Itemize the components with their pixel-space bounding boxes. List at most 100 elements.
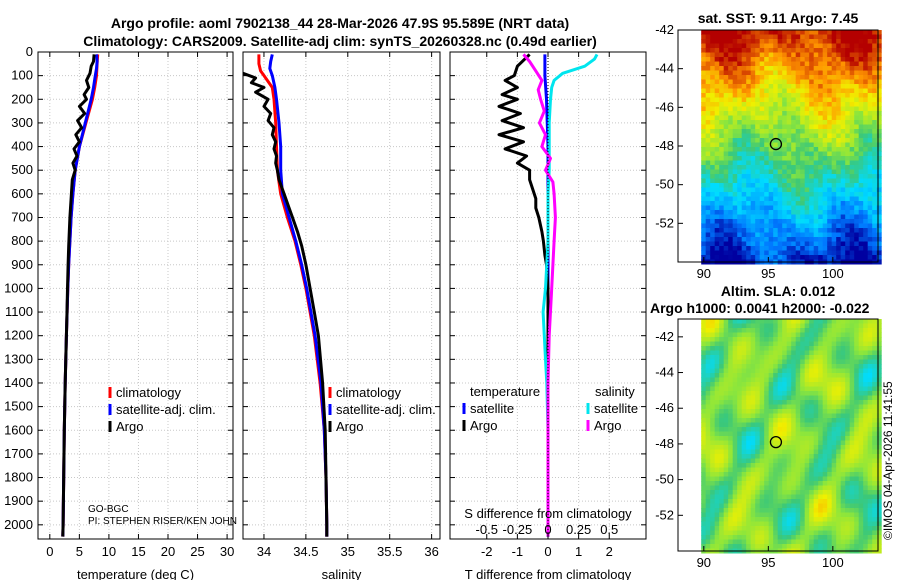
heatmap-cell — [755, 395, 761, 401]
heatmap-cell — [845, 246, 851, 251]
heatmap-cell — [872, 124, 878, 130]
x-tick-label: 1 — [575, 544, 582, 559]
heatmap-cell — [872, 517, 878, 522]
heatmap-cell — [768, 512, 774, 518]
heatmap-cell — [804, 84, 810, 89]
heatmap-cell — [759, 39, 765, 44]
heatmap-cell — [777, 530, 783, 536]
heatmap-cell — [728, 151, 734, 157]
heatmap-cell — [750, 210, 756, 215]
map-y-tick-label: -50 — [655, 472, 674, 487]
y-tick-label: 1500 — [4, 399, 33, 414]
heatmap-cell — [782, 75, 788, 80]
heatmap-cell — [804, 142, 810, 148]
heatmap-cell — [701, 530, 707, 536]
heatmap-cell — [714, 499, 720, 504]
heatmap-cell — [827, 97, 833, 103]
heatmap-cell — [836, 250, 842, 256]
heatmap-cell — [845, 43, 851, 49]
heatmap-cell — [741, 70, 747, 76]
heatmap-cell — [714, 476, 720, 482]
heatmap-cell — [755, 250, 761, 256]
heatmap-cell — [872, 539, 878, 545]
heatmap-cell — [732, 346, 738, 351]
heatmap-cell — [809, 337, 815, 342]
heatmap-cell — [714, 517, 720, 522]
heatmap-cell — [867, 526, 873, 531]
heatmap-cell — [764, 359, 770, 365]
heatmap-cell — [827, 346, 833, 351]
heatmap-cell — [786, 503, 792, 509]
heatmap-cell — [867, 228, 873, 233]
heatmap-cell — [750, 133, 756, 139]
heatmap-cell — [710, 328, 716, 333]
heatmap-cell — [863, 232, 869, 238]
heatmap-cell — [800, 445, 806, 450]
heatmap-cell — [800, 499, 806, 504]
heatmap-cell — [755, 30, 761, 35]
heatmap-cell — [822, 205, 828, 211]
heatmap-cell — [831, 219, 837, 224]
heatmap-cell — [782, 346, 788, 351]
heatmap-cell — [827, 377, 833, 383]
heatmap-cell — [854, 530, 860, 536]
heatmap-cell — [714, 70, 720, 76]
heatmap-cell — [804, 512, 810, 518]
heatmap-cell — [773, 205, 779, 211]
heatmap-cell — [872, 458, 878, 464]
heatmap-cell — [813, 79, 819, 85]
heatmap-cell — [768, 476, 774, 482]
heatmap-cell — [845, 512, 851, 518]
heatmap-cell — [755, 350, 761, 356]
heatmap-cell — [705, 485, 711, 491]
heatmap-cell — [710, 350, 716, 356]
heatmap-cell — [705, 223, 711, 229]
heatmap-cell — [777, 174, 783, 179]
heatmap-cell — [822, 192, 828, 197]
heatmap-cell — [854, 196, 860, 202]
heatmap-cell — [800, 106, 806, 112]
heatmap-cell — [804, 391, 810, 396]
heatmap-cell — [750, 490, 756, 495]
heatmap-cell — [818, 521, 824, 527]
heatmap-cell — [777, 97, 783, 103]
heatmap-cell — [836, 178, 842, 184]
heatmap-cell — [872, 223, 878, 229]
heatmap-cell — [849, 147, 855, 152]
heatmap-cell — [804, 43, 810, 49]
heatmap-cell — [768, 526, 774, 531]
heatmap-cell — [705, 521, 711, 527]
heatmap-cell — [831, 458, 837, 464]
heatmap-cell — [818, 70, 824, 76]
heatmap-cell — [854, 458, 860, 464]
heatmap-cell — [750, 341, 756, 347]
heatmap-cell — [836, 341, 842, 347]
heatmap-cell — [719, 458, 725, 464]
heatmap-cell — [872, 106, 878, 112]
heatmap-cell — [849, 440, 855, 446]
heatmap-cell — [813, 43, 819, 49]
heatmap-cell — [822, 373, 828, 378]
heatmap-cell — [831, 232, 837, 238]
heatmap-cell — [845, 368, 851, 374]
heatmap-cell — [714, 323, 720, 329]
heatmap-cell — [732, 418, 738, 423]
heatmap-cell — [822, 241, 828, 247]
heatmap-cell — [872, 431, 878, 437]
heatmap-cell — [822, 151, 828, 157]
heatmap-cell — [822, 88, 828, 94]
heatmap-cell — [840, 196, 846, 202]
heatmap-cell — [755, 332, 761, 338]
heatmap-cell — [836, 115, 842, 121]
heatmap-cell — [773, 165, 779, 170]
heatmap-cell — [822, 364, 828, 369]
heatmap-cell — [741, 246, 747, 251]
heatmap-cell — [795, 409, 801, 414]
heatmap-cell — [764, 404, 770, 410]
heatmap-cell — [719, 481, 725, 486]
heatmap-cell — [827, 404, 833, 410]
heatmap-cell — [719, 237, 725, 242]
heatmap-cell — [836, 160, 842, 166]
heatmap-cell — [845, 526, 851, 531]
heatmap-cell — [849, 228, 855, 233]
